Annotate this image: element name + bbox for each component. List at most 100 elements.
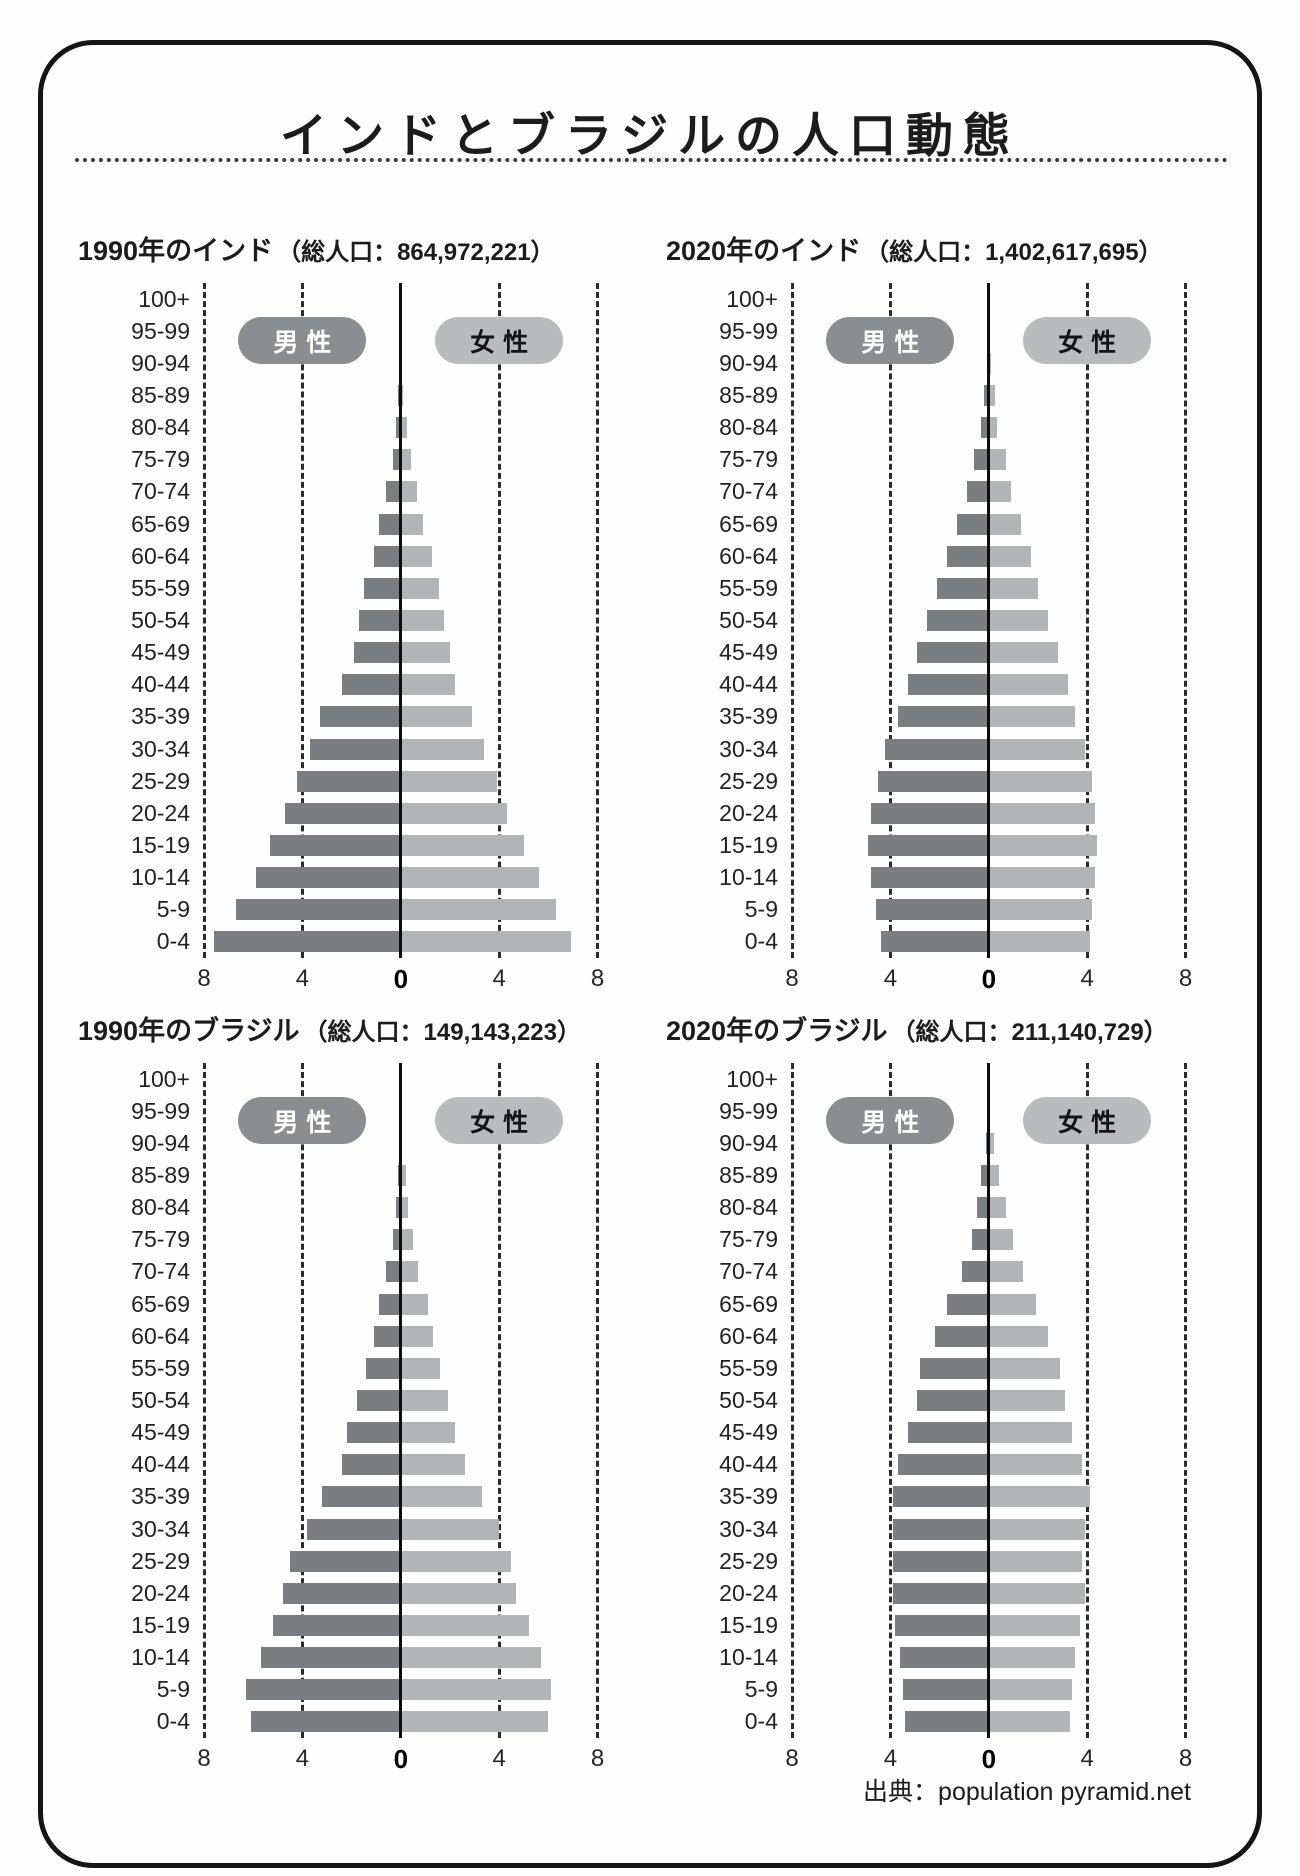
x-tick-4: 4 (492, 1745, 506, 1772)
age-label-15-19: 15-19 (131, 1611, 190, 1638)
bar-male-70-74 (386, 481, 401, 503)
age-label-55-59: 55-59 (131, 574, 190, 601)
age-label-10-14: 10-14 (131, 864, 190, 891)
bar-female-15-19 (988, 1615, 1080, 1636)
bar-female-65-69 (400, 513, 423, 535)
x-tick-0: 0 (981, 1744, 997, 1774)
age-label-65-69: 65-69 (719, 510, 778, 537)
bar-male-20-24 (892, 1582, 989, 1604)
bar-female-20-24 (988, 802, 1095, 824)
bar-female-10-14 (988, 1647, 1075, 1669)
bar-male-30-34 (309, 738, 401, 760)
bar-female-35-39 (400, 706, 473, 728)
bar-male-35-39 (322, 1486, 401, 1508)
bar-female-80-84 (988, 417, 998, 439)
bar-female-45-49 (400, 1422, 455, 1444)
age-label-5-9: 5-9 (744, 1676, 778, 1703)
bar-male-65-69 (956, 513, 989, 535)
bar-female-80-84 (988, 1197, 1007, 1219)
page-border-frame (38, 40, 1262, 1868)
bar-female-0-4 (400, 1711, 549, 1733)
age-label-45-49: 45-49 (719, 1419, 778, 1446)
age-label-60-64: 60-64 (131, 542, 190, 569)
chart-title-text: 2020年のインド (666, 236, 862, 266)
gridline-8 (202, 1063, 206, 1738)
bar-male-5-9 (245, 1679, 401, 1701)
age-label-90-94: 90-94 (131, 1129, 190, 1156)
bar-female-70-74 (400, 481, 417, 503)
gridline-4 (888, 1063, 892, 1738)
female-legend-pill: 女性 (1023, 317, 1152, 364)
x-tick-4: 4 (1080, 1745, 1094, 1772)
bar-female-55-59 (400, 1357, 441, 1379)
bar-female-85-89 (988, 1165, 999, 1186)
bar-male-10-14 (870, 867, 989, 889)
age-label-70-74: 70-74 (719, 478, 778, 505)
age-label-60-64: 60-64 (719, 1322, 778, 1349)
age-label-30-34: 30-34 (719, 1515, 778, 1542)
pyramid-chart-brazil-1990: 1990年のブラジル （総人口：149,143,223） 100+ 95-99 90-… (78, 1016, 604, 1774)
x-tick-8: 8 (785, 1745, 799, 1772)
chart-title-text: 1990年のブラジル (78, 1016, 300, 1046)
bar-male-10-14 (900, 1647, 989, 1669)
age-label-35-39: 35-39 (719, 703, 778, 730)
bar-female-70-74 (988, 1261, 1024, 1283)
x-tick-8: 8 (590, 1745, 605, 1772)
bar-male-70-74 (966, 481, 989, 503)
age-label-95-99: 95-99 (719, 317, 778, 344)
bar-male-50-54 (927, 610, 989, 631)
age-label-20-24: 20-24 (719, 799, 778, 826)
age-label-45-49: 45-49 (719, 639, 778, 666)
age-label-85-89: 85-89 (131, 1161, 190, 1188)
bar-male-0-4 (880, 931, 989, 953)
bar-male-50-54 (917, 1390, 989, 1411)
bar-male-5-9 (875, 899, 989, 921)
male-legend-pill: 男性 (826, 1097, 955, 1144)
bar-female-60-64 (400, 1325, 433, 1347)
age-label-0-4: 0-4 (156, 1708, 190, 1735)
bar-male-5-9 (235, 899, 401, 921)
bar-female-40-44 (400, 1454, 465, 1476)
age-label-0-4: 0-4 (744, 928, 778, 955)
bar-male-75-79 (971, 1229, 989, 1251)
bar-male-55-59 (366, 1357, 401, 1379)
bar-female-75-79 (988, 449, 1007, 471)
bar-male-40-44 (897, 1454, 989, 1476)
bar-male-65-69 (378, 1293, 401, 1315)
bar-male-70-74 (961, 1261, 989, 1283)
bar-female-45-49 (988, 1422, 1073, 1444)
age-label-90-94: 90-94 (719, 1129, 778, 1156)
bar-female-75-79 (400, 449, 411, 471)
age-label-5-9: 5-9 (156, 1676, 190, 1703)
bar-female-15-19 (400, 1615, 529, 1636)
gridline-4 (888, 283, 892, 958)
bar-female-35-39 (988, 1486, 1090, 1508)
bar-female-0-4 (988, 1711, 1070, 1733)
gridline-4 (300, 1063, 304, 1738)
age-label-15-19: 15-19 (131, 831, 190, 858)
bar-female-35-39 (988, 706, 1075, 728)
age-label-75-79: 75-79 (131, 446, 190, 473)
bar-male-35-39 (892, 1486, 989, 1508)
x-tick-8: 8 (197, 1745, 211, 1772)
age-label-15-19: 15-19 (719, 831, 778, 858)
age-label-65-69: 65-69 (719, 1290, 778, 1317)
zero-axis-line (399, 1063, 403, 1738)
gridline-8 (596, 283, 600, 958)
age-label-5-9: 5-9 (744, 896, 778, 923)
age-label-30-34: 30-34 (131, 735, 190, 762)
bar-female-5-9 (400, 899, 556, 921)
age-label-30-34: 30-34 (131, 1515, 190, 1542)
age-label-85-89: 85-89 (719, 381, 778, 408)
age-label-95-99: 95-99 (719, 1097, 778, 1124)
age-label-85-89: 85-89 (719, 1161, 778, 1188)
bar-female-10-14 (400, 1647, 542, 1669)
bar-male-40-44 (341, 1454, 401, 1476)
bar-male-25-29 (878, 770, 989, 792)
bar-male-75-79 (393, 1229, 401, 1251)
age-label-80-84: 80-84 (131, 1194, 190, 1221)
chart-title-brazil-2020: 2020年のブラジル （総人口：211,140,729） (666, 1009, 1300, 1048)
bar-female-90-94 (988, 1132, 994, 1154)
x-tick-0: 0 (981, 964, 997, 994)
age-label-40-44: 40-44 (131, 1451, 190, 1478)
